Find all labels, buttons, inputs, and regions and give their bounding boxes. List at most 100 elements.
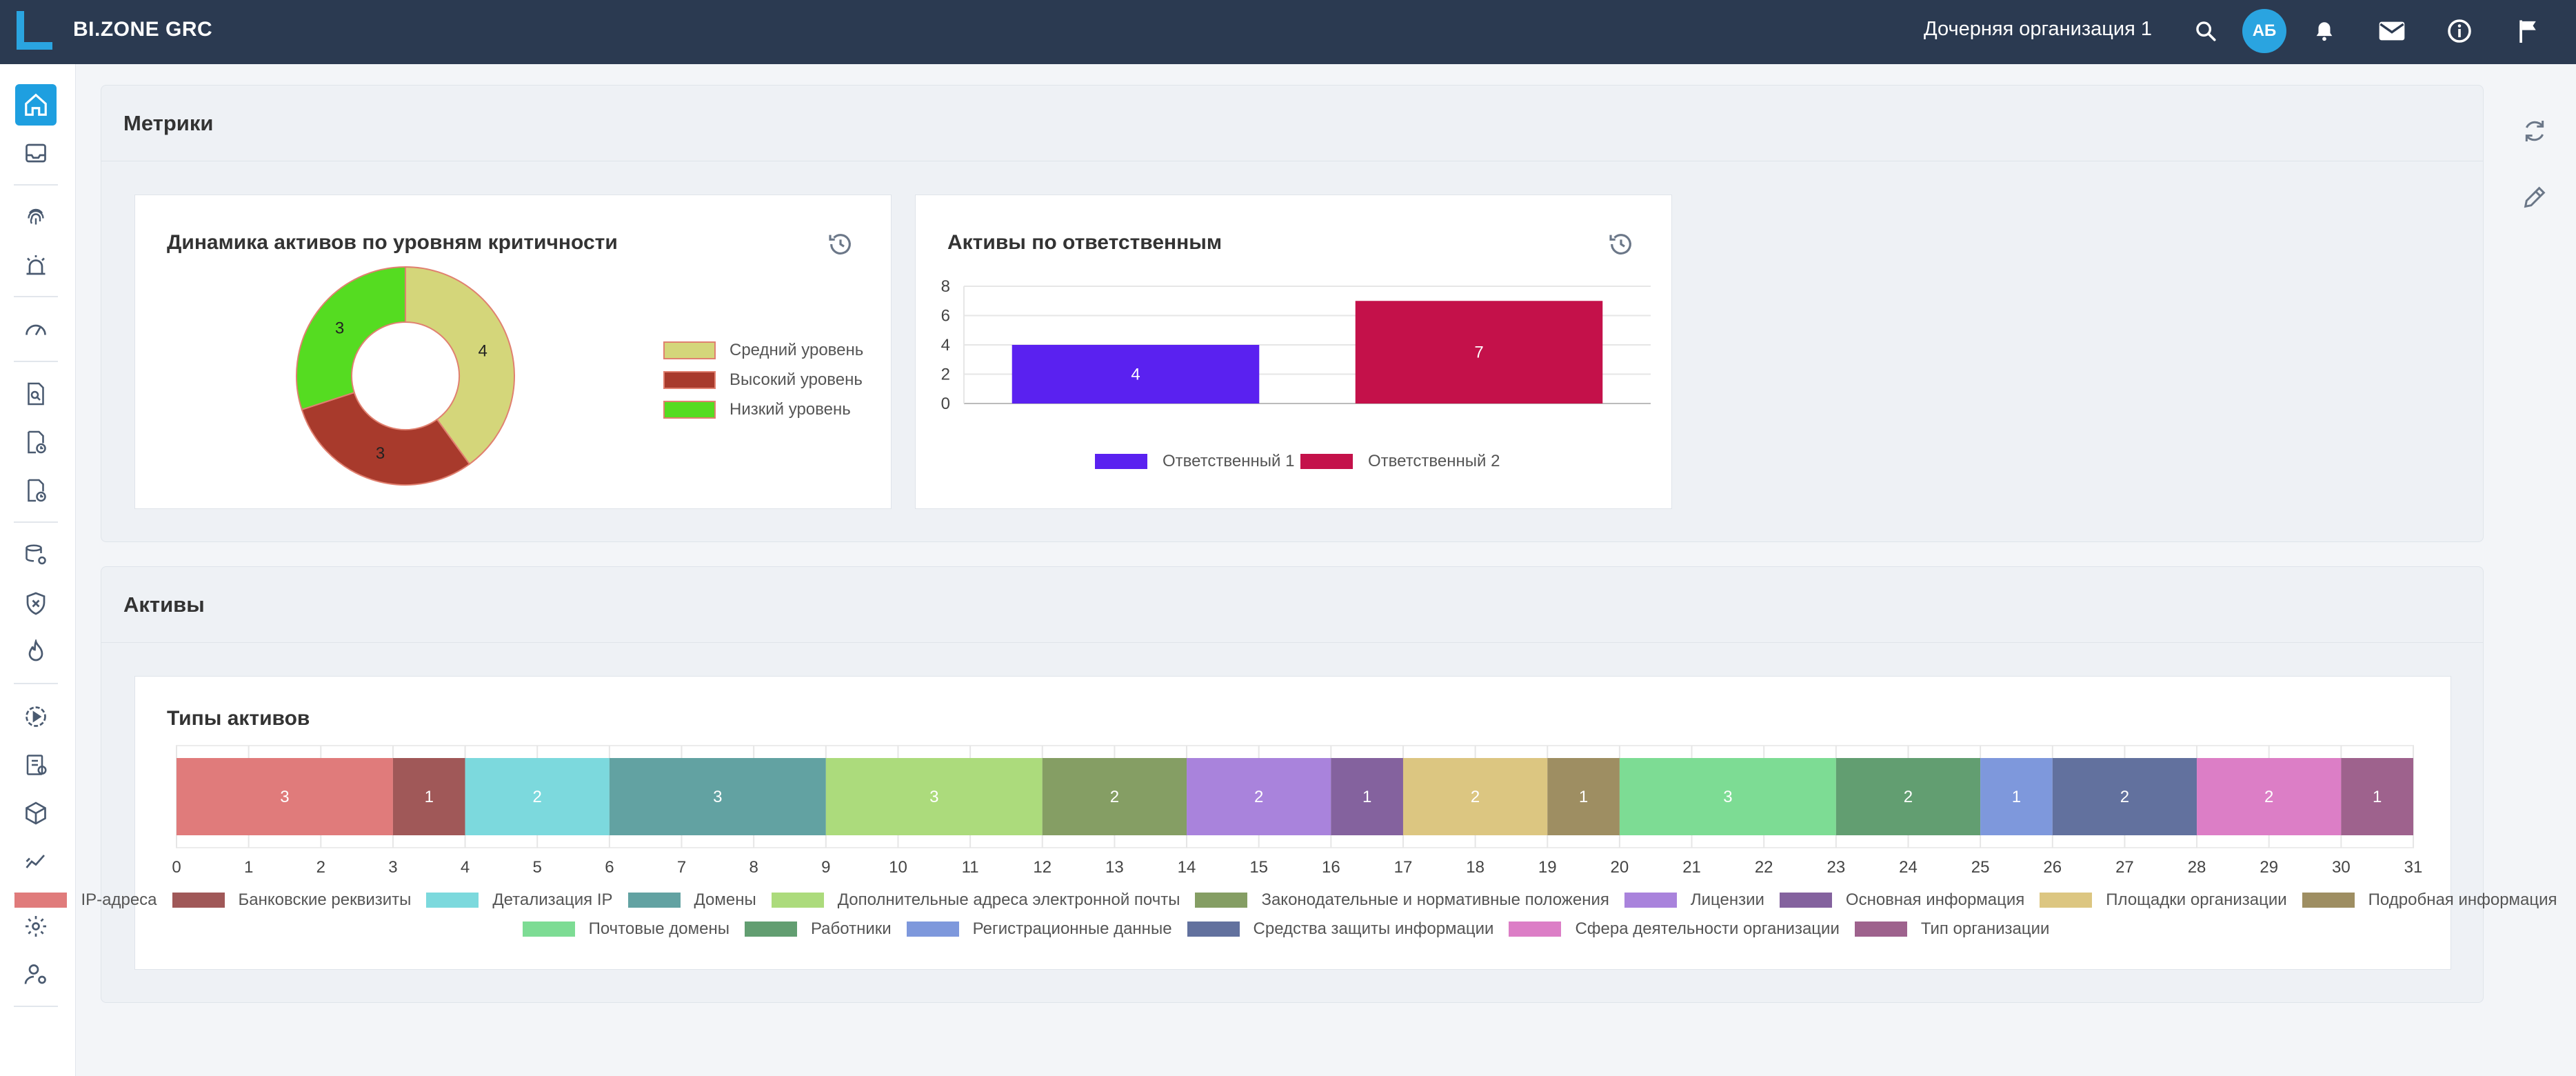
legend-item[interactable]: Законодательные и нормативные положения: [1195, 890, 1609, 910]
legend-item[interactable]: IP-адреса: [14, 890, 157, 910]
legend-item[interactable]: Подробная информация: [2302, 890, 2557, 910]
pencil-icon[interactable]: [2518, 181, 2551, 214]
bell-icon[interactable]: [2308, 15, 2340, 47]
legend-label: Работники: [810, 919, 892, 938]
bar-segment[interactable]: [1331, 758, 1403, 835]
legend-item[interactable]: Ответственный 1: [1095, 452, 1294, 471]
criticality-card-title: Динамика активов по уровням критичности: [167, 231, 618, 254]
bar-segment[interactable]: [1547, 758, 1620, 835]
bar-segment[interactable]: [1042, 758, 1187, 835]
bar[interactable]: [1355, 301, 1603, 404]
x-tick-label: 7: [677, 858, 686, 877]
x-tick-label: 10: [889, 858, 907, 877]
x-tick-label: 12: [1033, 858, 1051, 877]
fire-icon[interactable]: [15, 631, 57, 672]
assets-panel: Активы Типы активов 0 1 2 3 4 5 6 7 8 9 10 11 12 13 14…: [14, 566, 2557, 1003]
info-icon[interactable]: [2444, 15, 2475, 47]
bar-segment[interactable]: [1187, 758, 1331, 835]
alarm-icon[interactable]: [15, 245, 57, 286]
legend-item[interactable]: Дополнительные адреса электронной почты: [771, 890, 1180, 910]
bar-segment-label: 1: [1579, 788, 1588, 806]
metrics-panel-header: Метрики: [101, 86, 2483, 161]
legend-swatch: [2040, 893, 2093, 908]
x-tick-label: 31: [2404, 858, 2423, 877]
flag-icon[interactable]: [2513, 15, 2544, 47]
donut-slice[interactable]: [405, 266, 515, 466]
criticality-card: Динамика активов по уровням критичности …: [134, 195, 892, 509]
legend-item[interactable]: Домены: [627, 890, 756, 910]
legend-item[interactable]: Сфера деятельности организации: [1509, 919, 1840, 939]
home-icon[interactable]: [15, 84, 57, 126]
legend-swatch: [1187, 921, 1240, 937]
bar-segment[interactable]: [392, 758, 465, 835]
legend-item[interactable]: Низкий уровень: [663, 400, 851, 419]
donut-slice[interactable]: [301, 391, 471, 486]
legend-item[interactable]: Площадки организации: [2040, 890, 2287, 910]
legend-item[interactable]: Работники: [744, 919, 892, 939]
bar-segment[interactable]: [2197, 758, 2342, 835]
cube-icon[interactable]: [15, 793, 57, 834]
legend-item[interactable]: Основная информация: [1779, 890, 2024, 910]
responsible-card-title: Активы по ответственным: [947, 231, 1222, 254]
legend-swatch: [1300, 454, 1353, 469]
sparkline-icon[interactable]: [15, 841, 57, 882]
legend-item[interactable]: Средний уровень: [663, 341, 863, 360]
logo[interactable]: [17, 11, 52, 50]
legend-swatch: [1195, 893, 1248, 908]
bar-segment-label: 2: [533, 788, 542, 806]
legend-item[interactable]: Ответственный 2: [1300, 452, 1500, 471]
bar-segment[interactable]: [177, 758, 393, 835]
donut-slice[interactable]: [296, 266, 406, 411]
checklist-icon[interactable]: [15, 744, 57, 786]
x-tick-label: 16: [1322, 858, 1340, 877]
legend-item[interactable]: Банковские реквизиты: [172, 890, 412, 910]
bar-segment[interactable]: [2052, 758, 2197, 835]
legend-label: Банковские реквизиты: [238, 890, 412, 909]
bar-segment[interactable]: [1619, 758, 1836, 835]
legend-item[interactable]: Средства защиты информации: [1187, 919, 1493, 939]
donut-slice-label: 3: [335, 319, 344, 338]
bar-segment-label: 1: [2373, 788, 2382, 806]
avatar[interactable]: АБ: [2242, 9, 2286, 53]
bar[interactable]: [1012, 345, 1260, 404]
legend-label: Высокий уровень: [729, 370, 863, 389]
legend-item[interactable]: Тип организации: [1854, 919, 2049, 939]
legend-item[interactable]: Регистрационные данные: [906, 919, 1172, 939]
bar-segment[interactable]: [1402, 758, 1548, 835]
bar-segment[interactable]: [1980, 758, 2053, 835]
search-icon[interactable]: [2190, 15, 2222, 47]
x-tick-label: 2: [316, 858, 325, 877]
refresh-icon[interactable]: [2518, 114, 2551, 148]
legend-item[interactable]: Лицензии: [1624, 890, 1764, 910]
user-gear-icon[interactable]: [15, 954, 57, 995]
x-tick-label: 18: [1466, 858, 1485, 877]
shield-x-icon[interactable]: [15, 583, 57, 624]
document-clock-icon[interactable]: [15, 421, 57, 463]
legend-swatch: [1095, 454, 1147, 469]
asset-types-card: Типы активов 0 1 2 3 4 5 6 7 8 9 10 11 12 13 14 15 16 17 1…: [14, 676, 2557, 970]
bar-segment[interactable]: [825, 758, 1043, 835]
bar-segment[interactable]: [1835, 758, 1981, 835]
legend-item[interactable]: Высокий уровень: [663, 370, 863, 390]
document-search-icon[interactable]: [15, 373, 57, 415]
legend-label: Детализация IP: [492, 890, 613, 909]
document-time-icon[interactable]: [15, 470, 57, 511]
fingerprint-icon[interactable]: [15, 197, 57, 238]
legend-item[interactable]: Почтовые домены: [522, 919, 729, 939]
bar-segment[interactable]: [2341, 758, 2413, 835]
history-icon[interactable]: [1605, 228, 1637, 260]
bar-segment[interactable]: [609, 758, 826, 835]
speedometer-icon[interactable]: [15, 309, 57, 350]
gear-icon[interactable]: [15, 906, 57, 947]
x-tick-label: 6: [605, 858, 614, 877]
inbox-icon[interactable]: [15, 132, 57, 174]
play-circle-icon[interactable]: [15, 696, 57, 737]
bar-segment[interactable]: [465, 758, 610, 835]
history-icon[interactable]: [825, 228, 856, 260]
legend-swatch: [771, 893, 824, 908]
bar-value-label: 4: [1131, 366, 1140, 384]
database-settings-icon[interactable]: [15, 535, 57, 576]
organization-selector[interactable]: Дочерняя организация 1: [1924, 18, 2152, 40]
mail-icon[interactable]: [2376, 15, 2408, 47]
legend-item[interactable]: Детализация IP: [426, 890, 613, 910]
